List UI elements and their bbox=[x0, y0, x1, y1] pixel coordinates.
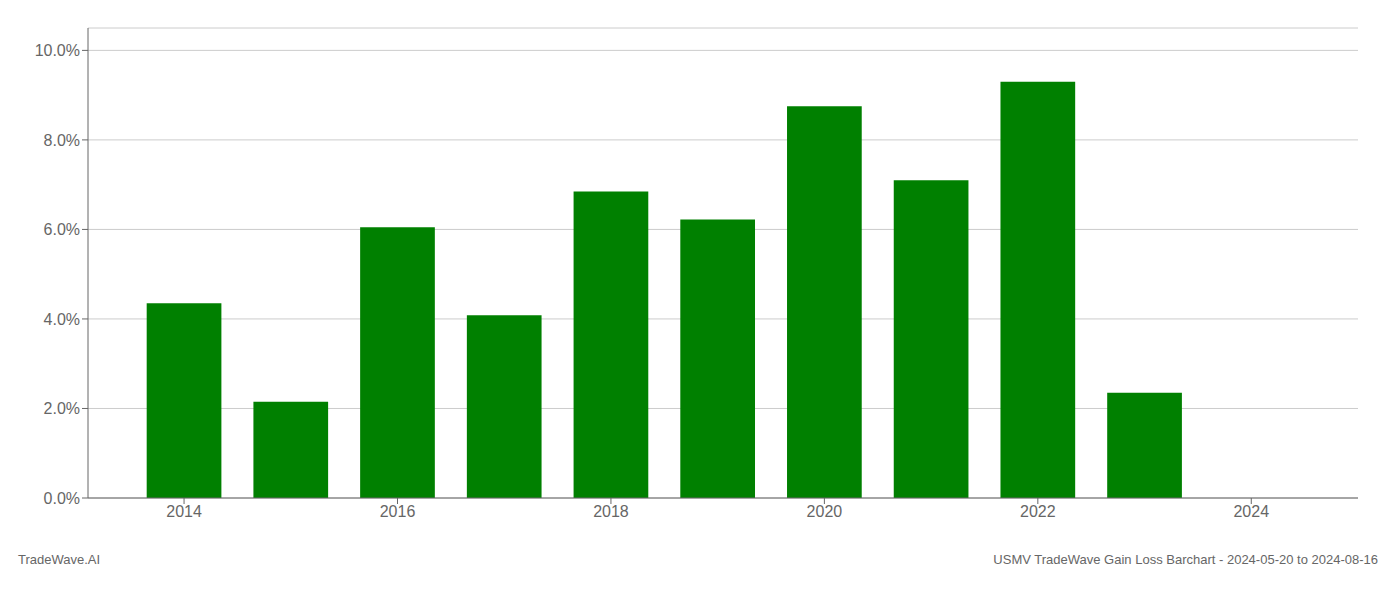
svg-text:10.0%: 10.0% bbox=[35, 42, 80, 59]
svg-text:6.0%: 6.0% bbox=[44, 221, 80, 238]
svg-text:2022: 2022 bbox=[1020, 503, 1056, 520]
svg-text:2.0%: 2.0% bbox=[44, 400, 80, 417]
svg-text:0.0%: 0.0% bbox=[44, 490, 80, 507]
svg-text:2024: 2024 bbox=[1233, 503, 1269, 520]
svg-text:2018: 2018 bbox=[593, 503, 629, 520]
svg-text:2020: 2020 bbox=[807, 503, 843, 520]
svg-text:2014: 2014 bbox=[166, 503, 202, 520]
svg-text:8.0%: 8.0% bbox=[44, 132, 80, 149]
svg-text:2016: 2016 bbox=[380, 503, 416, 520]
html-text:USMV TradeWave Gain Loss Barch: USMV TradeWave Gain Loss Barchart - 2024… bbox=[993, 552, 1378, 567]
svg-text:4.0%: 4.0% bbox=[44, 311, 80, 328]
html-text:TradeWave.AI: TradeWave.AI bbox=[18, 552, 101, 567]
